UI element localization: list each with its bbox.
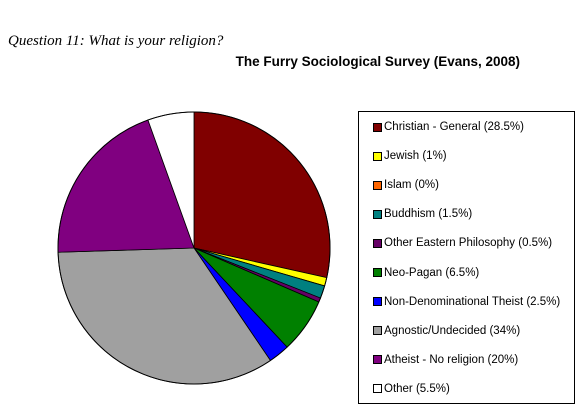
legend-item-islam: Islam (0%): [373, 177, 439, 193]
legend-swatch: [373, 122, 382, 132]
legend-item-other-eastern-philosophy: Other Eastern Philosophy (0.5%): [373, 235, 552, 251]
pie-outline: [57, 111, 331, 385]
legend-label: Christian - General (28.5%): [384, 121, 524, 133]
legend-swatch: [373, 151, 382, 161]
chart-legend: Christian - General (28.5%) Jewish (1%) Is…: [358, 111, 575, 404]
chart-title-text: The Furry Sociological Survey (Evans, 20…: [235, 54, 520, 69]
legend-item-neo-pagan: Neo-Pagan (6.5%): [373, 265, 479, 281]
legend-swatch: [373, 268, 382, 277]
legend-item-other: Other (5.5%): [373, 381, 450, 397]
legend-swatch: [373, 180, 382, 190]
question-heading: Question 11: What is your religion?: [8, 33, 224, 49]
legend-item-christian-general: Christian - General (28.5%): [373, 119, 524, 135]
chart-title: The Furry Sociological Survey (Evans, 20…: [0, 54, 520, 69]
legend-label: Buddhism (1.5%): [384, 208, 473, 221]
legend-swatch: [373, 209, 382, 219]
legend-swatch: [373, 384, 382, 394]
legend-swatch: [373, 238, 382, 248]
legend-label: Jewish (1%): [384, 150, 447, 163]
legend-swatch: [373, 326, 382, 336]
legend-swatch: [373, 297, 382, 307]
legend-label: Non-Denominational Theist (2.5%): [384, 295, 561, 308]
legend-item-agnostic-undecided: Agnostic/Undecided (34%): [373, 323, 520, 339]
legend-item-non-denominational-theist: Non-Denominational Theist (2.5%): [373, 294, 560, 310]
legend-label: Other Eastern Philosophy (0.5%): [384, 237, 553, 250]
legend-item-atheist-no-religion: Atheist - No religion (20%): [373, 352, 518, 368]
legend-label: Agnostic/Undecided (34%): [384, 324, 521, 337]
legend-label: Atheist - No religion (20%): [384, 353, 519, 366]
legend-item-jewish: Jewish (1%): [373, 148, 447, 164]
legend-swatch: [373, 355, 382, 365]
legend-label: Other (5.5%): [384, 382, 450, 395]
legend-item-buddhism: Buddhism (1.5%): [373, 206, 472, 222]
legend-label: Neo-Pagan (6.5%): [384, 266, 480, 279]
legend-label: Islam (0%): [384, 179, 439, 192]
